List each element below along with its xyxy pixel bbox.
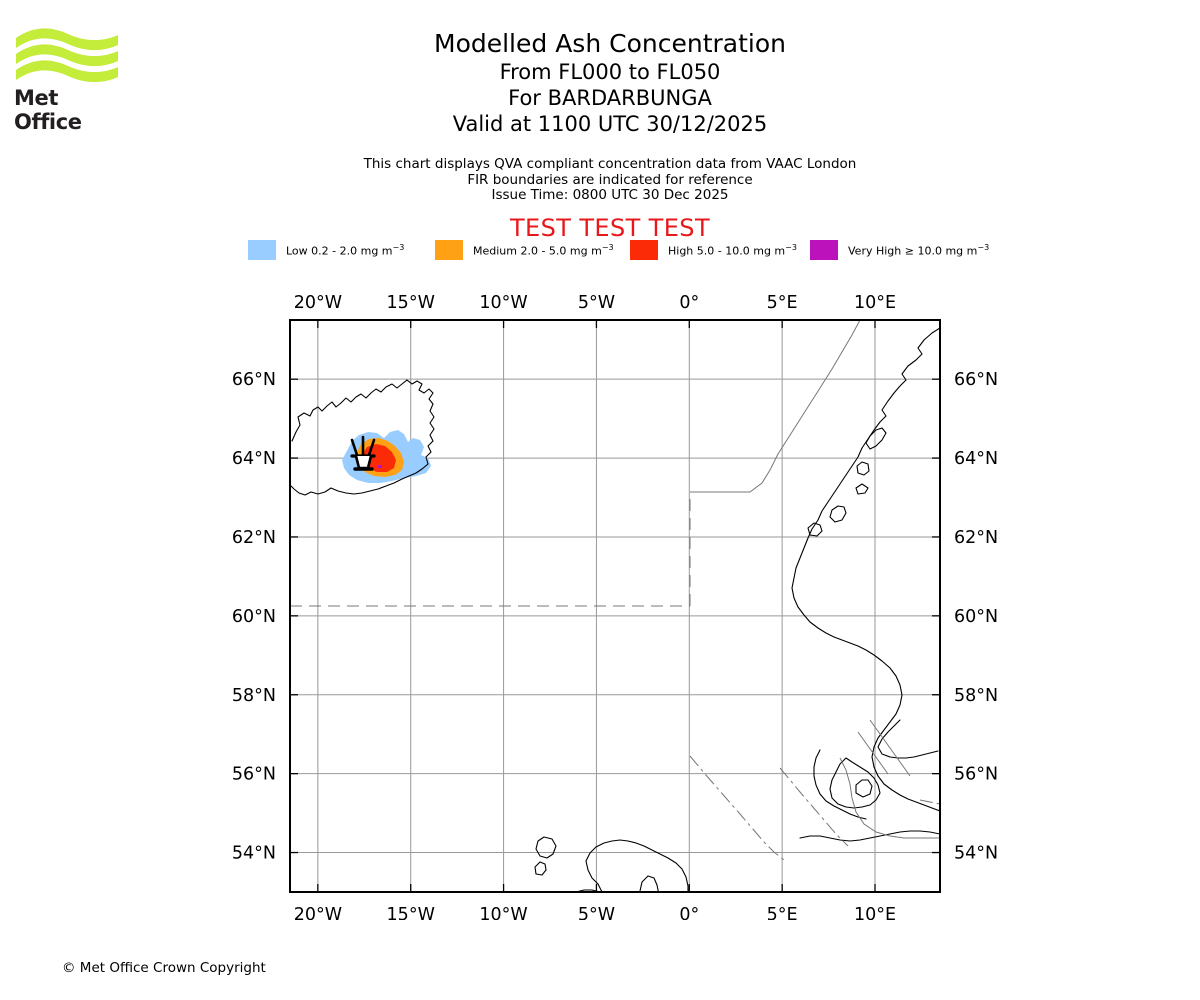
axis-ticks bbox=[290, 320, 940, 892]
coastline-orkney-b bbox=[623, 918, 633, 920]
svg-text:56°N: 56°N bbox=[232, 765, 276, 785]
fir-boundary-uk-east bbox=[779, 767, 849, 847]
plume-contour-very-high bbox=[378, 465, 382, 468]
legend-item-high: High 5.0 - 10.0 mg m−3 bbox=[630, 238, 797, 262]
svg-text:64°N: 64°N bbox=[954, 449, 998, 469]
notes-block: This chart displays QVA compliant concen… bbox=[240, 156, 980, 204]
title-block: Modelled Ash Concentration From FL000 to… bbox=[240, 28, 980, 137]
svg-text:54°N: 54°N bbox=[232, 844, 276, 864]
coastline-great-britain bbox=[585, 839, 689, 892]
svg-text:0°: 0° bbox=[679, 905, 699, 920]
svg-text:60°N: 60°N bbox=[232, 607, 276, 627]
coastline-norway-island-b bbox=[829, 505, 847, 523]
svg-text:5°W: 5°W bbox=[578, 905, 615, 920]
svg-text:20°W: 20°W bbox=[294, 293, 342, 313]
coastlines bbox=[290, 327, 940, 920]
fir-boundary-norway-diag bbox=[857, 731, 889, 775]
legend-label-very-high: Very High ≥ 10.0 mg m−3 bbox=[848, 242, 990, 258]
coastline-shetland bbox=[639, 875, 659, 892]
fir-boundary-baltic bbox=[919, 799, 940, 805]
svg-text:54°N: 54°N bbox=[954, 844, 998, 864]
svg-text:5°E: 5°E bbox=[767, 293, 798, 313]
svg-text:66°N: 66°N bbox=[232, 370, 276, 390]
test-banner: TEST TEST TEST bbox=[509, 214, 710, 242]
coastline-denmark bbox=[829, 757, 881, 809]
page-title: Modelled Ash Concentration bbox=[434, 29, 786, 58]
svg-text:66°N: 66°N bbox=[954, 370, 998, 390]
ash-concentration-map: 20°W 15°W 10°W 5°W 0° 5°E 10°E 20°W 15°W 10°W 5°W… bbox=[0, 280, 1200, 925]
met-office-logo-waves bbox=[16, 28, 118, 83]
flight-level-range: From FL000 to FL050 bbox=[499, 60, 721, 84]
fir-boundary-scottish-sw bbox=[689, 755, 785, 861]
coastline-norway-island-a bbox=[856, 461, 870, 476]
longitude-labels-top: 20°W 15°W 10°W 5°W 0° 5°E 10°E bbox=[294, 293, 896, 313]
longitude-labels-bottom: 20°W 15°W 10°W 5°W 0° 5°E 10°E bbox=[294, 905, 896, 925]
svg-text:10°W: 10°W bbox=[479, 905, 527, 920]
svg-text:5°E: 5°E bbox=[767, 905, 798, 920]
fir-boundary-denmark-box bbox=[839, 757, 940, 839]
coastline-jutland-west bbox=[813, 749, 867, 820]
legend-item-very-high: Very High ≥ 10.0 mg m−3 bbox=[810, 238, 989, 262]
volcano-name: For BARDARBUNGA bbox=[508, 86, 712, 110]
svg-text:10°W: 10°W bbox=[479, 293, 527, 313]
met-office-wordmark: Met Office bbox=[14, 86, 82, 134]
fir-boundary-reykjavik-north bbox=[690, 320, 861, 493]
legend-swatch-medium bbox=[435, 240, 463, 260]
legend-item-low: Low 0.2 - 2.0 mg m−3 bbox=[248, 238, 404, 262]
map-svg: 20°W 15°W 10°W 5°W 0° 5°E 10°E 20°W 15°W 10°W 5°W… bbox=[232, 293, 998, 925]
svg-text:64°N: 64°N bbox=[232, 449, 276, 469]
coastline-sweden-south bbox=[877, 719, 939, 759]
legend-swatch-very-high bbox=[810, 240, 838, 260]
latitude-labels-left: 54°N 56°N 58°N 60°N 62°N 64°N 66°N bbox=[232, 370, 276, 863]
coastline-faroe-b bbox=[534, 861, 547, 876]
legend-swatch-low bbox=[248, 240, 276, 260]
legend-label-low: Low 0.2 - 2.0 mg m−3 bbox=[286, 242, 405, 258]
concentration-legend: Low 0.2 - 2.0 mg m−3 Medium 2.0 - 5.0 mg… bbox=[240, 238, 1000, 264]
coastline-faroe bbox=[535, 836, 557, 859]
svg-text:10°E: 10°E bbox=[854, 293, 896, 313]
note-qva: This chart displays QVA compliant concen… bbox=[363, 156, 857, 172]
issue-time: Issue Time: 0800 UTC 30 Dec 2025 bbox=[491, 187, 729, 203]
fir-boundary-sweden-diag bbox=[869, 719, 911, 777]
svg-text:15°W: 15°W bbox=[387, 293, 435, 313]
legend-label-medium: Medium 2.0 - 5.0 mg m−3 bbox=[473, 242, 614, 258]
legend-swatch-high bbox=[630, 240, 658, 260]
svg-text:10°E: 10°E bbox=[854, 905, 896, 920]
coastline-norway-island-d bbox=[855, 483, 869, 495]
valid-time: Valid at 1100 UTC 30/12/2025 bbox=[452, 112, 768, 136]
coastline-norway-island-c bbox=[807, 522, 823, 537]
svg-text:0°: 0° bbox=[679, 293, 699, 313]
coastline-norway-fjords bbox=[865, 427, 887, 450]
coastline-germany-north bbox=[799, 830, 940, 842]
svg-text:56°N: 56°N bbox=[954, 765, 998, 785]
note-fir: FIR boundaries are indicated for referen… bbox=[467, 171, 753, 188]
copyright-footer: © Met Office Crown Copyright bbox=[62, 960, 266, 976]
svg-text:5°W: 5°W bbox=[578, 293, 615, 313]
svg-text:58°N: 58°N bbox=[954, 686, 998, 706]
coastline-denmark-island bbox=[855, 779, 873, 798]
met-office-logo: Met Office bbox=[14, 24, 124, 134]
coastline-scotland-detail bbox=[575, 889, 601, 892]
svg-text:62°N: 62°N bbox=[232, 528, 276, 548]
coastline-norway bbox=[791, 327, 940, 812]
svg-text:60°N: 60°N bbox=[954, 607, 998, 627]
legend-label-high: High 5.0 - 10.0 mg m−3 bbox=[668, 242, 797, 258]
volcano-symbol bbox=[350, 435, 376, 471]
fir-boundaries bbox=[290, 320, 940, 861]
legend-item-medium: Medium 2.0 - 5.0 mg m−3 bbox=[435, 238, 614, 262]
map-frame bbox=[289, 319, 941, 893]
latitude-labels-right: 54°N 56°N 58°N 60°N 62°N 64°N 66°N bbox=[954, 370, 998, 863]
coastline-iceland bbox=[290, 379, 435, 496]
svg-text:15°W: 15°W bbox=[387, 905, 435, 920]
svg-text:20°W: 20°W bbox=[294, 905, 342, 920]
svg-text:62°N: 62°N bbox=[954, 528, 998, 548]
svg-text:58°N: 58°N bbox=[232, 686, 276, 706]
